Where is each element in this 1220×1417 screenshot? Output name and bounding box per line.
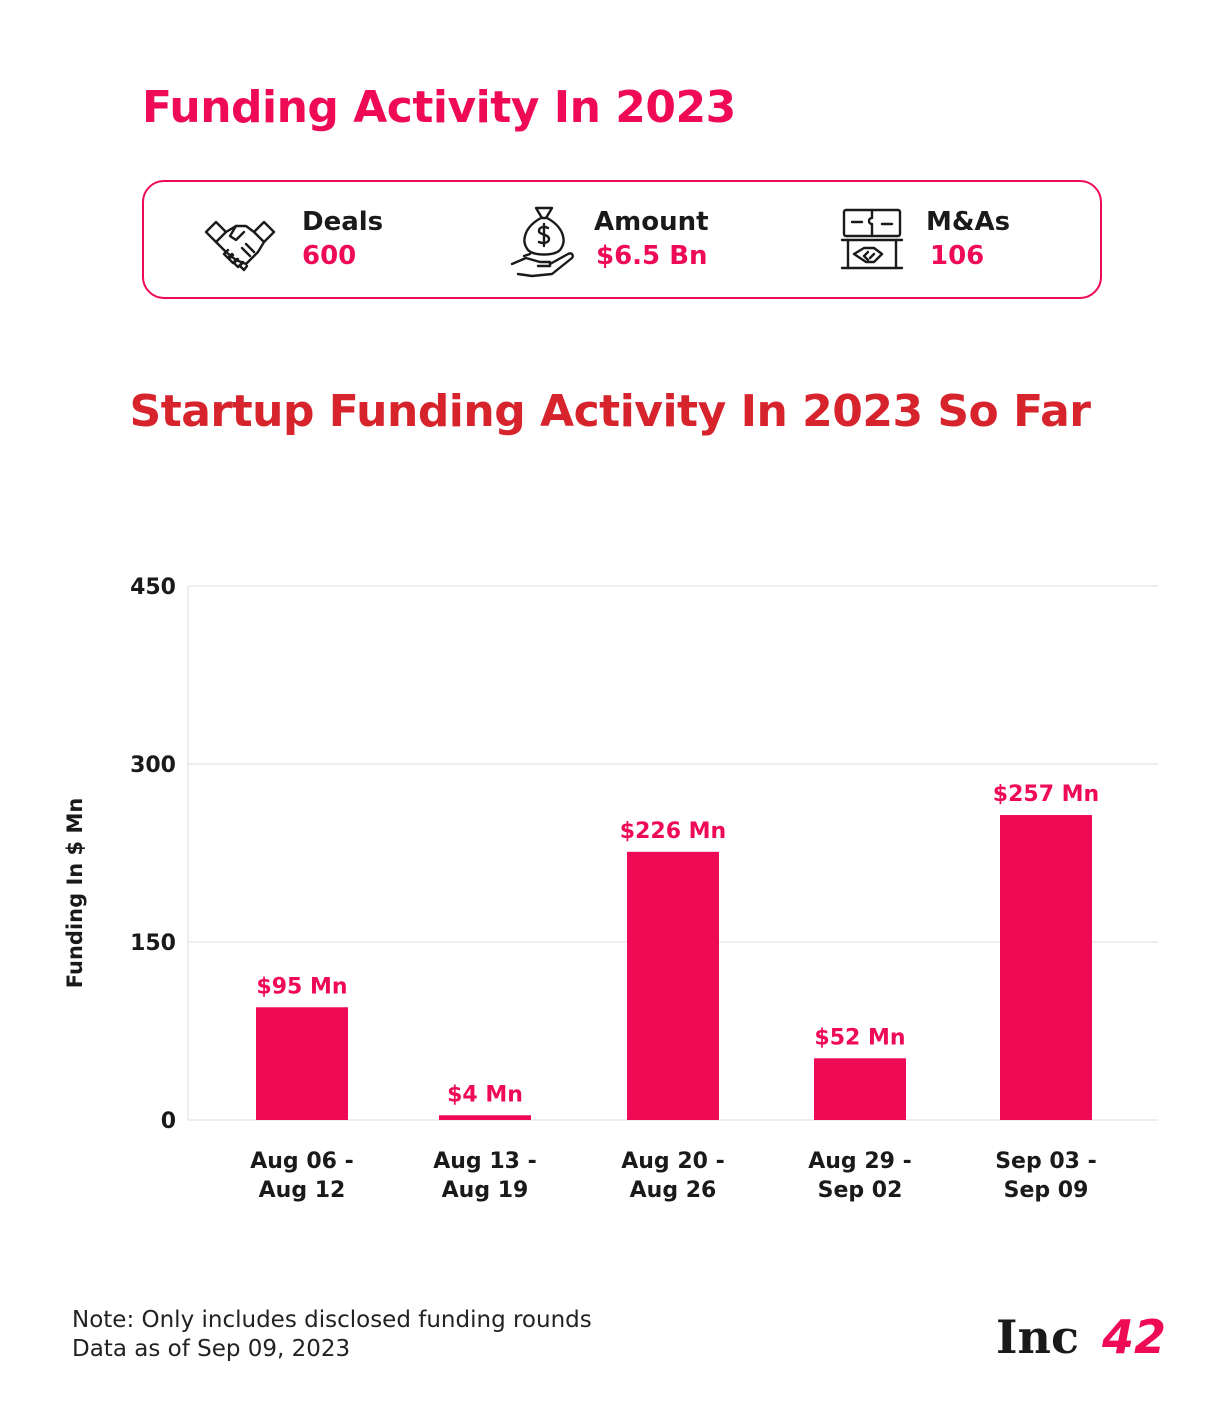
y-tick-label: 150 (130, 931, 176, 956)
chart-title: Startup Funding Activity In 2023 So Far (129, 386, 1091, 437)
page-title: Funding Activity In 2023 (142, 82, 736, 133)
y-tick-label: 450 (130, 575, 176, 600)
y-tick-label: 300 (130, 753, 176, 778)
data-label: $4 Mn (447, 1082, 523, 1107)
svg-text:42: 42 (1101, 1310, 1164, 1364)
x-tick-label: Aug 13 - (433, 1149, 537, 1174)
data-label: $52 Mn (814, 1025, 905, 1050)
note-line-1: Note: Only includes disclosed funding ro… (72, 1307, 592, 1333)
bar (1000, 815, 1092, 1120)
x-tick-label: Sep 09 (1004, 1178, 1089, 1203)
bar (627, 851, 719, 1120)
stat-deals-value: 600 (302, 241, 357, 271)
y-axis-label: Funding In $ Mn (63, 798, 87, 989)
stat-amount-label: Amount (594, 207, 709, 237)
svg-text:Inc: Inc (996, 1310, 1079, 1364)
y-tick-label: 0 (161, 1109, 176, 1134)
stat-mas-value: 106 (930, 241, 985, 271)
money-bag-hand-icon (510, 206, 574, 278)
bar (439, 1115, 531, 1120)
x-tick-label: Sep 02 (818, 1178, 903, 1203)
note-line-2: Data as of Sep 09, 2023 (72, 1336, 351, 1362)
stat-amount-value: $6.5 Bn (596, 241, 708, 271)
x-tick-label: Sep 03 - (995, 1149, 1097, 1174)
inc42-logo: Inc 42 (996, 1310, 1164, 1364)
data-label: $95 Mn (256, 974, 347, 999)
x-tick-label: Aug 06 - (250, 1149, 354, 1174)
x-tick-label: Aug 12 (259, 1178, 346, 1203)
x-tick-label: Aug 29 - (808, 1149, 912, 1174)
bar-chart: 0 150 300 450 Funding In $ Mn $95 Mn Aug 06 - A… (63, 575, 1158, 1203)
x-tick-label: Aug 19 (442, 1178, 529, 1203)
x-tick-label: Aug 20 - (621, 1149, 725, 1174)
stat-mas-label: M&As (926, 207, 1011, 237)
x-tick-label: Aug 26 (630, 1178, 717, 1203)
handshake-icon (204, 220, 276, 272)
bar (814, 1058, 906, 1120)
stats-panel: Deals 600 Amount $6.5 Bn (142, 180, 1102, 299)
stat-deals-label: Deals (302, 207, 384, 237)
handshake-puzzle-icon (840, 208, 904, 270)
data-label: $226 Mn (620, 819, 726, 844)
bar (256, 1007, 348, 1120)
data-label: $257 Mn (993, 782, 1099, 807)
